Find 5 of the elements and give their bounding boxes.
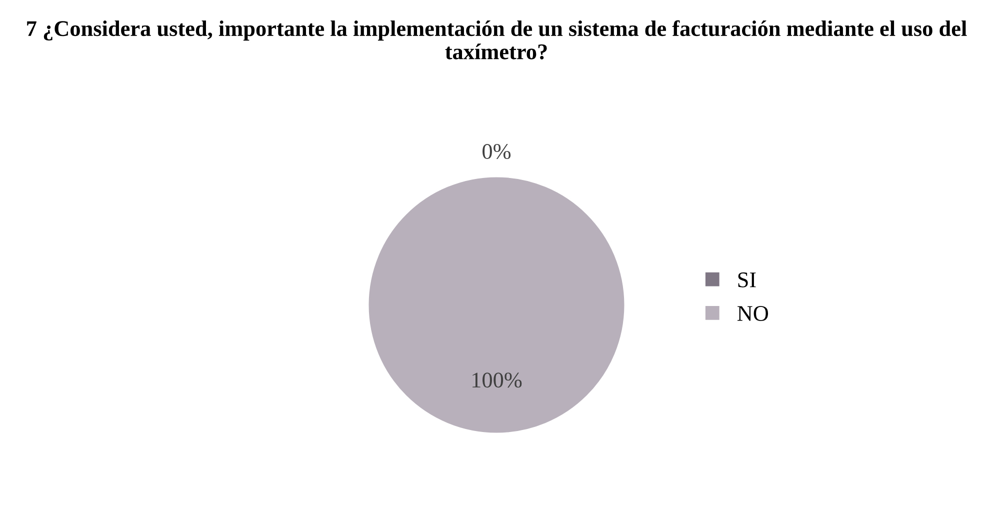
data-label: 100% xyxy=(472,372,522,388)
text: 0% xyxy=(482,144,511,160)
chart-title: 7 ¿Considera usted, importante la implementación de un sistema de facturación mediante el uso del taxímetro? xyxy=(27,20,967,60)
legend-label: NO xyxy=(737,306,768,321)
legend-label: SI xyxy=(738,272,756,288)
